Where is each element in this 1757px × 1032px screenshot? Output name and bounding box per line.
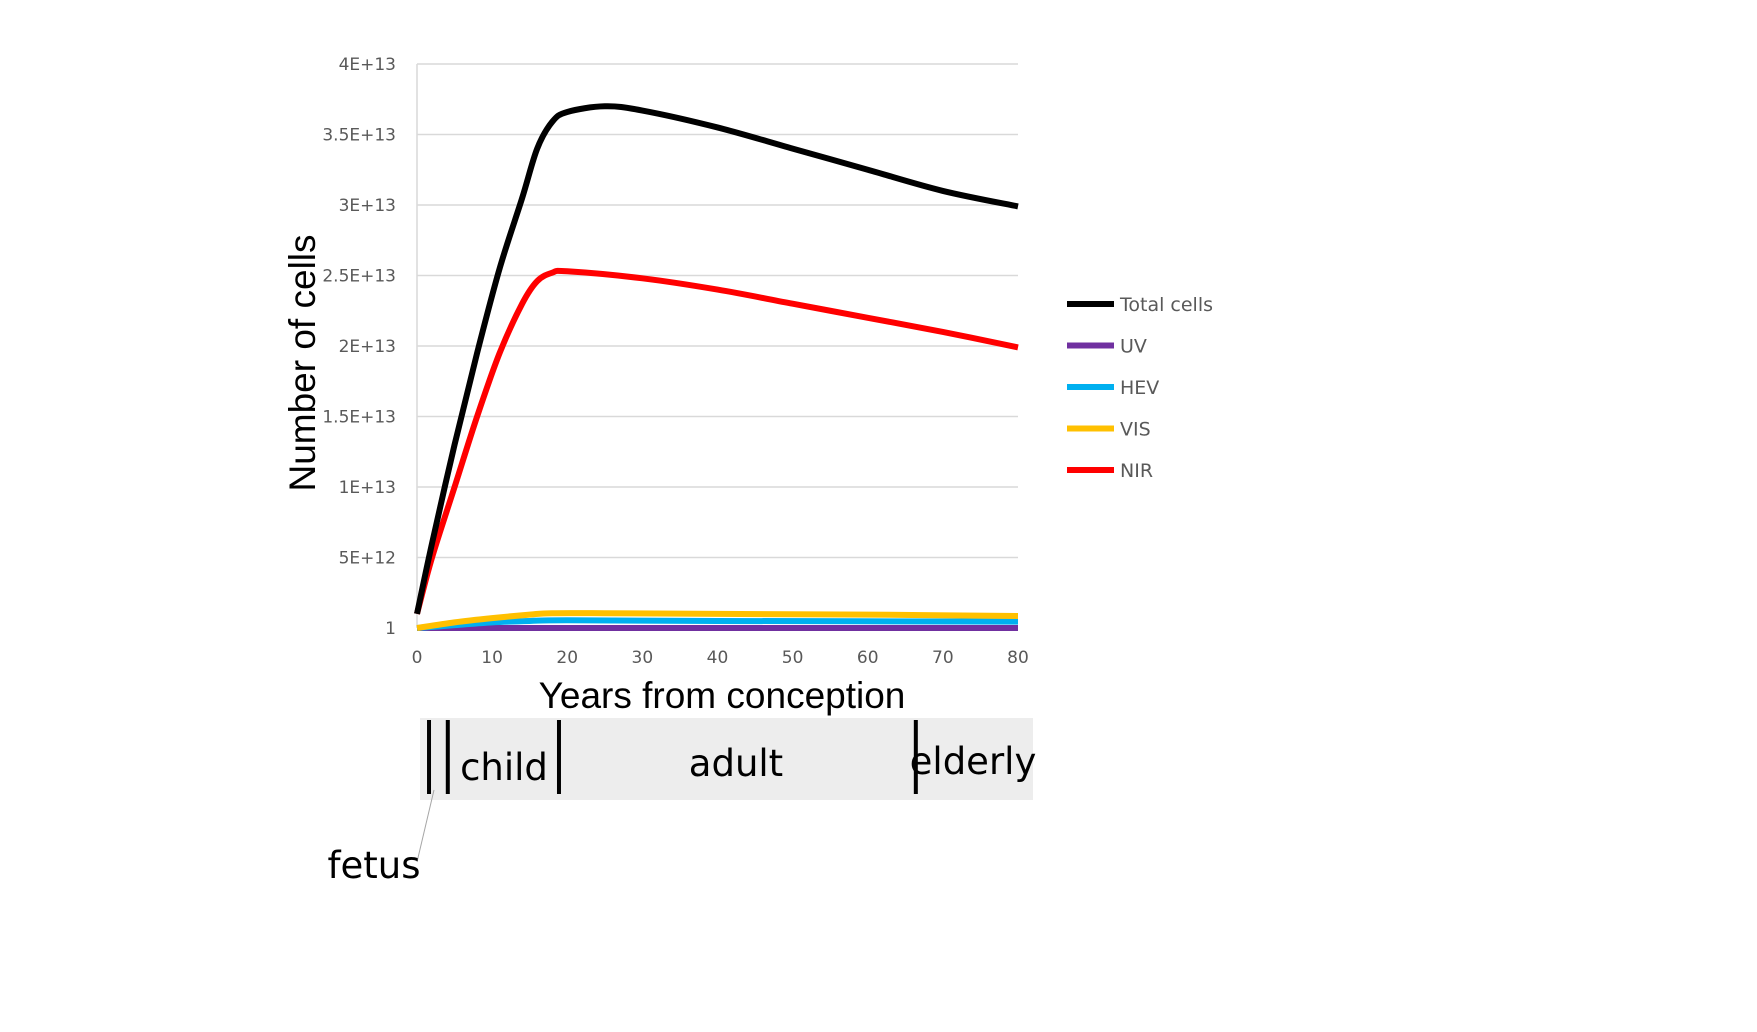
life-stage-background	[420, 718, 1033, 800]
fetus-leader-line	[416, 789, 435, 863]
y-tick-label: 2E+13	[339, 337, 396, 357]
y-tick-label: 4E+13	[339, 55, 396, 75]
stage-label-elderly: elderly	[910, 740, 1037, 783]
legend-label-uv: UV	[1120, 336, 1147, 358]
legend-label-total-cells: Total cells	[1119, 294, 1213, 316]
x-tick-label: 80	[1007, 648, 1029, 668]
x-tick-label: 0	[412, 648, 423, 668]
series-line-hev	[416, 617, 1019, 631]
series-line-nir	[414, 267, 1019, 615]
y-tick-label: 5E+12	[339, 549, 396, 569]
stage-label-fetus: fetus	[327, 844, 420, 887]
series-line-total-cells	[414, 103, 1019, 615]
x-tick-labels: 0 10 20 30 40 50 60 70 80	[412, 648, 1029, 668]
y-tick-labels: 1 5E+12 1E+13 1.5E+13 2E+13 2.5E+13 3E+13 3.5E+…	[322, 55, 396, 639]
series-line-vis	[416, 610, 1019, 631]
y-tick-label: 2.5E+13	[322, 267, 396, 287]
x-axis-title: Years from conception	[539, 675, 906, 716]
legend-label-vis: VIS	[1120, 419, 1151, 441]
y-tick-label: 1	[385, 619, 396, 639]
legend-label-nir: NIR	[1120, 460, 1153, 482]
stage-label-child: child	[460, 746, 548, 789]
x-tick-label: 40	[707, 648, 729, 668]
gridlines	[417, 63, 1018, 629]
y-tick-label: 1E+13	[339, 478, 396, 498]
x-tick-label: 50	[782, 648, 804, 668]
life-stage-dividers	[427, 720, 918, 794]
legend-label-hev: HEV	[1120, 377, 1159, 399]
y-tick-label: 3E+13	[339, 196, 396, 216]
x-tick-label: 10	[481, 648, 503, 668]
life-stage-bar: child adult elderly fetus	[327, 718, 1036, 887]
x-tick-label: 30	[632, 648, 654, 668]
x-tick-label: 60	[857, 648, 879, 668]
x-tick-label: 70	[932, 648, 954, 668]
y-tick-label: 1.5E+13	[322, 408, 396, 428]
x-tick-label: 20	[556, 648, 578, 668]
y-tick-label: 3.5E+13	[322, 126, 396, 146]
legend: Total cells UV HEV VIS NIR	[1067, 294, 1213, 482]
stage-label-adult: adult	[689, 742, 783, 785]
y-axis-title: Number of cells	[282, 234, 323, 491]
series-lines	[414, 103, 1019, 632]
